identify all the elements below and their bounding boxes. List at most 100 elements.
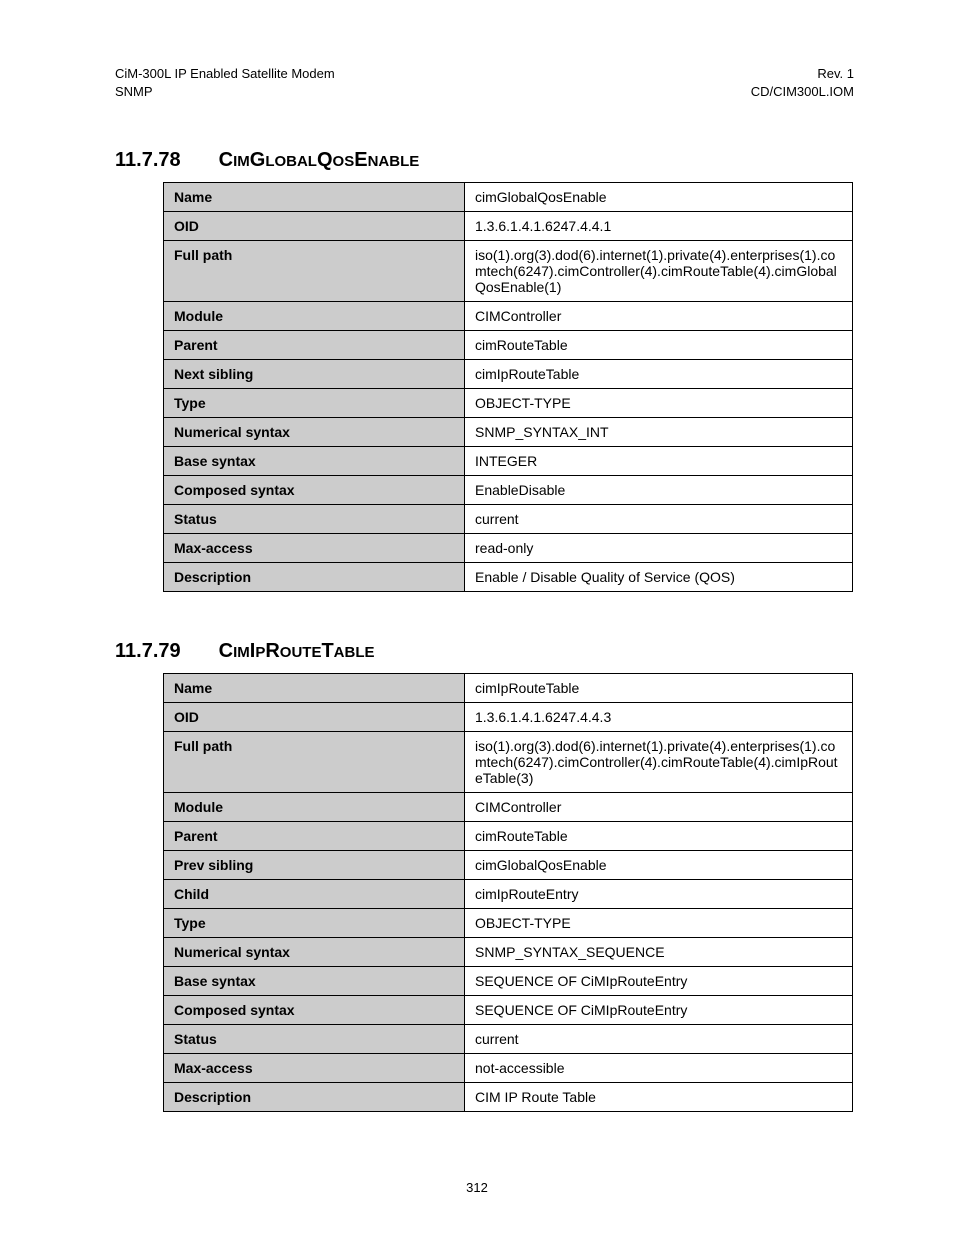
property-label: Max-access	[164, 534, 465, 563]
table-row: ModuleCIMController	[164, 793, 853, 822]
property-label: Numerical syntax	[164, 418, 465, 447]
property-label: Parent	[164, 331, 465, 360]
property-label: Status	[164, 505, 465, 534]
table-row: OID1.3.6.1.4.1.6247.4.4.1	[164, 212, 853, 241]
header-docid: CD/CIM300L.IOM	[751, 83, 854, 101]
property-label: Module	[164, 302, 465, 331]
property-label: Full path	[164, 732, 465, 793]
property-label: Max-access	[164, 1054, 465, 1083]
property-label: Parent	[164, 822, 465, 851]
property-label: Composed syntax	[164, 476, 465, 505]
property-value: iso(1).org(3).dod(6).internet(1).private…	[465, 732, 853, 793]
mib-table-2-body: NamecimIpRouteTableOID1.3.6.1.4.1.6247.4…	[164, 674, 853, 1112]
page-number: 312	[0, 1180, 954, 1195]
property-label: Status	[164, 1025, 465, 1054]
table-row: Composed syntaxEnableDisable	[164, 476, 853, 505]
table-row: ParentcimRouteTable	[164, 822, 853, 851]
section-heading-2: 11.7.79 CIMIPROUTETABLE	[115, 640, 854, 663]
property-value: OBJECT-TYPE	[465, 389, 853, 418]
section-heading-1: 11.7.78 CIMGLOBALQOSENABLE	[115, 149, 854, 172]
property-value: CIMController	[465, 793, 853, 822]
table-row: Composed syntaxSEQUENCE OF CiMIpRouteEnt…	[164, 996, 853, 1025]
table-row: Full pathiso(1).org(3).dod(6).internet(1…	[164, 241, 853, 302]
table-row: Statuscurrent	[164, 505, 853, 534]
table-row: TypeOBJECT-TYPE	[164, 389, 853, 418]
header-product: CiM-300L IP Enabled Satellite Modem	[115, 65, 335, 83]
property-value: 1.3.6.1.4.1.6247.4.4.1	[465, 212, 853, 241]
table-row: Max-accessread-only	[164, 534, 853, 563]
table-row: NamecimGlobalQosEnable	[164, 183, 853, 212]
property-label: Base syntax	[164, 447, 465, 476]
property-label: Description	[164, 563, 465, 592]
mib-table-1-body: NamecimGlobalQosEnableOID1.3.6.1.4.1.624…	[164, 183, 853, 592]
property-value: cimIpRouteTable	[465, 674, 853, 703]
property-value: 1.3.6.1.4.1.6247.4.4.3	[465, 703, 853, 732]
table-row: Base syntaxSEQUENCE OF CiMIpRouteEntry	[164, 967, 853, 996]
section-title-1: CIMGLOBALQOSENABLE	[219, 149, 420, 172]
document-page: CiM-300L IP Enabled Satellite Modem SNMP…	[0, 0, 954, 1235]
property-value: current	[465, 1025, 853, 1054]
table-row: ParentcimRouteTable	[164, 331, 853, 360]
property-label: Base syntax	[164, 967, 465, 996]
property-label: Numerical syntax	[164, 938, 465, 967]
table-row: NamecimIpRouteTable	[164, 674, 853, 703]
property-value: EnableDisable	[465, 476, 853, 505]
property-value: cimIpRouteEntry	[465, 880, 853, 909]
property-value: OBJECT-TYPE	[465, 909, 853, 938]
table-row: ChildcimIpRouteEntry	[164, 880, 853, 909]
section-title-2: CIMIPROUTETABLE	[219, 640, 375, 663]
property-value: SEQUENCE OF CiMIpRouteEntry	[465, 996, 853, 1025]
property-value: SNMP_SYNTAX_INT	[465, 418, 853, 447]
mib-table-1: NamecimGlobalQosEnableOID1.3.6.1.4.1.624…	[163, 182, 853, 592]
table-row: DescriptionEnable / Disable Quality of S…	[164, 563, 853, 592]
property-label: OID	[164, 703, 465, 732]
table-row: Numerical syntaxSNMP_SYNTAX_SEQUENCE	[164, 938, 853, 967]
header-left: CiM-300L IP Enabled Satellite Modem SNMP	[115, 65, 335, 101]
property-value: cimRouteTable	[465, 822, 853, 851]
mib-table-2: NamecimIpRouteTableOID1.3.6.1.4.1.6247.4…	[163, 673, 853, 1112]
table-row: TypeOBJECT-TYPE	[164, 909, 853, 938]
property-label: Name	[164, 674, 465, 703]
property-value: cimRouteTable	[465, 331, 853, 360]
table-row: OID1.3.6.1.4.1.6247.4.4.3	[164, 703, 853, 732]
page-header: CiM-300L IP Enabled Satellite Modem SNMP…	[115, 65, 854, 101]
property-value: not-accessible	[465, 1054, 853, 1083]
property-value: SEQUENCE OF CiMIpRouteEntry	[465, 967, 853, 996]
property-value: current	[465, 505, 853, 534]
table-row: Prev siblingcimGlobalQosEnable	[164, 851, 853, 880]
property-label: Module	[164, 793, 465, 822]
property-label: Next sibling	[164, 360, 465, 389]
property-value: Enable / Disable Quality of Service (QOS…	[465, 563, 853, 592]
header-right: Rev. 1 CD/CIM300L.IOM	[751, 65, 854, 101]
table-row: ModuleCIMController	[164, 302, 853, 331]
property-value: CIMController	[465, 302, 853, 331]
property-label: Type	[164, 909, 465, 938]
table-row: Next siblingcimIpRouteTable	[164, 360, 853, 389]
property-value: cimIpRouteTable	[465, 360, 853, 389]
property-value: cimGlobalQosEnable	[465, 851, 853, 880]
property-value: INTEGER	[465, 447, 853, 476]
property-label: Full path	[164, 241, 465, 302]
property-value: iso(1).org(3).dod(6).internet(1).private…	[465, 241, 853, 302]
table-row: Statuscurrent	[164, 1025, 853, 1054]
header-revision: Rev. 1	[751, 65, 854, 83]
property-label: Description	[164, 1083, 465, 1112]
section-number-1: 11.7.78	[115, 149, 181, 172]
property-value: cimGlobalQosEnable	[465, 183, 853, 212]
property-label: Type	[164, 389, 465, 418]
table-row: DescriptionCIM IP Route Table	[164, 1083, 853, 1112]
property-value: read-only	[465, 534, 853, 563]
property-label: Child	[164, 880, 465, 909]
property-value: CIM IP Route Table	[465, 1083, 853, 1112]
property-label: Name	[164, 183, 465, 212]
property-label: OID	[164, 212, 465, 241]
section-number-2: 11.7.79	[115, 640, 181, 663]
property-label: Prev sibling	[164, 851, 465, 880]
property-value: SNMP_SYNTAX_SEQUENCE	[465, 938, 853, 967]
table-row: Numerical syntaxSNMP_SYNTAX_INT	[164, 418, 853, 447]
property-label: Composed syntax	[164, 996, 465, 1025]
header-section: SNMP	[115, 83, 335, 101]
table-row: Full pathiso(1).org(3).dod(6).internet(1…	[164, 732, 853, 793]
table-row: Max-accessnot-accessible	[164, 1054, 853, 1083]
table-row: Base syntaxINTEGER	[164, 447, 853, 476]
